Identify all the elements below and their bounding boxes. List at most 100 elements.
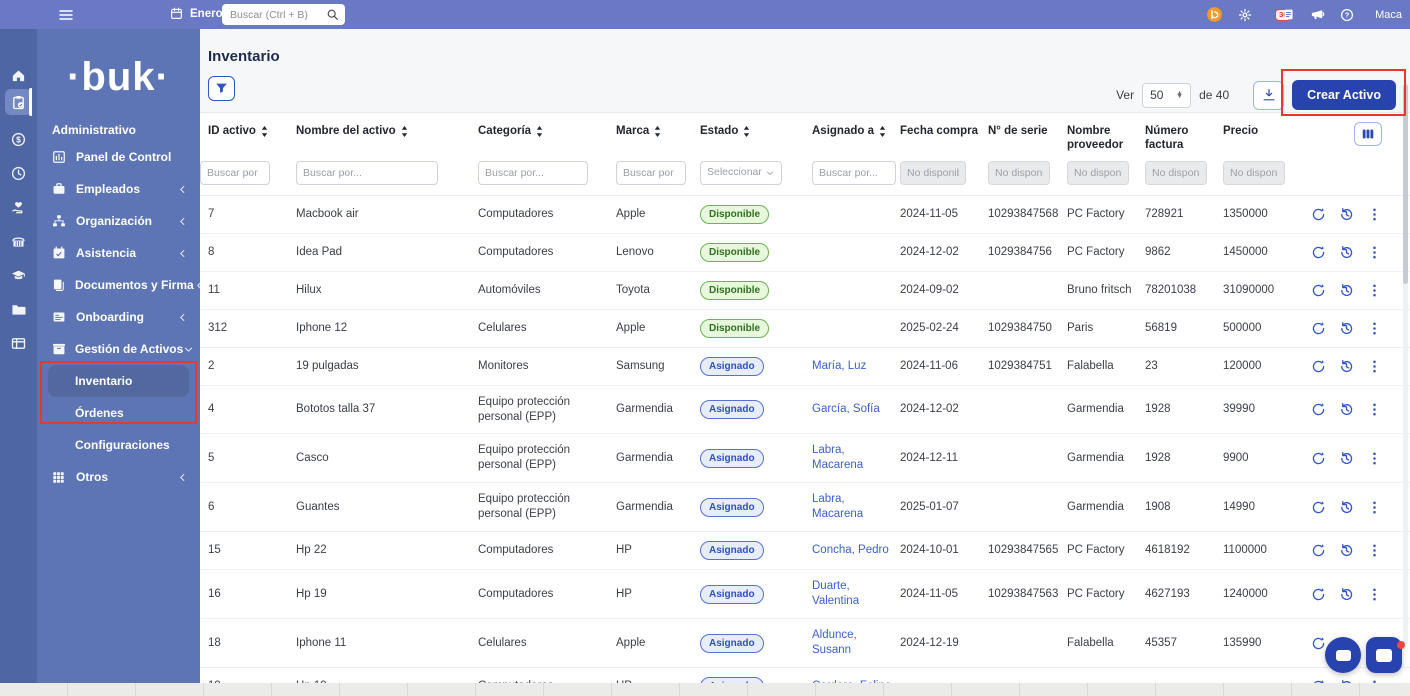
change-status-icon[interactable]	[1311, 587, 1326, 602]
change-status-icon[interactable]	[1311, 500, 1326, 515]
user-menu[interactable]: Maca	[1369, 9, 1402, 21]
history-icon[interactable]	[1339, 587, 1354, 602]
assignee-link[interactable]: Labra, Macarena	[812, 444, 864, 472]
change-status-icon[interactable]	[1311, 543, 1326, 558]
rail-item-money[interactable]: $	[5, 126, 32, 152]
change-status-icon[interactable]	[1311, 283, 1326, 298]
column-settings-button[interactable]	[1354, 122, 1382, 146]
rail-item-benefits[interactable]	[5, 194, 32, 220]
filter-input-2[interactable]	[478, 160, 588, 185]
sidebar-subitem-inventario[interactable]: Inventario	[48, 365, 189, 397]
row-menu-icon[interactable]	[1367, 207, 1382, 222]
row-menu-icon[interactable]	[1367, 500, 1382, 515]
cell-fecha-compra: 2025-01-07	[900, 482, 988, 532]
sidebar-item-onboarding[interactable]: Onboarding	[37, 301, 200, 333]
history-icon[interactable]	[1339, 321, 1354, 336]
row-menu-icon[interactable]	[1367, 283, 1382, 298]
history-icon[interactable]	[1339, 500, 1354, 515]
change-status-icon[interactable]	[1311, 207, 1326, 222]
row-menu-icon[interactable]	[1367, 451, 1382, 466]
sidebar-item-otros[interactable]: Otros	[37, 461, 200, 493]
cell-categoria: Computadores	[478, 531, 616, 570]
page-size-select[interactable]: 50 ▲ ▼	[1142, 82, 1192, 108]
row-menu-icon[interactable]	[1367, 359, 1382, 374]
rail-item-folder[interactable]	[5, 296, 32, 322]
change-status-icon[interactable]	[1311, 245, 1326, 260]
chat-minimized-button[interactable]	[1325, 637, 1361, 673]
assignee-link[interactable]: Concha, Pedro	[812, 544, 889, 557]
history-icon[interactable]	[1339, 679, 1354, 683]
rail-item-workspace[interactable]	[5, 330, 32, 356]
history-icon[interactable]	[1339, 245, 1354, 260]
change-status-icon[interactable]	[1311, 636, 1326, 651]
sidebar-item-organizaci-n[interactable]: Organización	[37, 205, 200, 237]
assignee-link[interactable]: Labra, Macarena	[812, 493, 864, 521]
buk-points-icon[interactable]	[1206, 6, 1223, 23]
change-status-icon[interactable]	[1311, 402, 1326, 417]
row-actions	[1301, 543, 1402, 558]
rail-item-home[interactable]	[5, 62, 32, 88]
chat-open-button[interactable]	[1366, 637, 1405, 673]
history-icon[interactable]	[1339, 543, 1354, 558]
sidebar-item-empleados[interactable]: Empleados	[37, 173, 200, 205]
row-menu-icon[interactable]	[1367, 245, 1382, 260]
assignee-link[interactable]: Duarte, Valentina	[812, 580, 860, 608]
rail-item-celebration[interactable]	[5, 228, 32, 254]
column-header-estado[interactable]: Estado	[700, 125, 804, 139]
sidebar-item-panel-de-control[interactable]: Panel de Control	[37, 141, 200, 173]
download-button[interactable]	[1253, 80, 1285, 110]
rail-item-education[interactable]	[5, 262, 32, 288]
column-header-id-activo[interactable]: ID activo	[208, 125, 288, 139]
hamburger-menu-icon[interactable]	[58, 7, 74, 23]
column-header-nombre-del-activo[interactable]: Nombre del activo	[296, 125, 470, 139]
sidebar-item-asistencia[interactable]: Asistencia	[37, 237, 200, 269]
rail-item-clipboard-check[interactable]	[5, 88, 32, 116]
assignee-link[interactable]: Aldunce, Susann	[812, 629, 857, 657]
column-header-asignado-a[interactable]: Asignado a	[812, 125, 892, 139]
column-header-marca[interactable]: Marca	[616, 125, 692, 139]
help-icon[interactable]: ?	[1340, 8, 1354, 22]
filter-input-3[interactable]	[616, 160, 686, 185]
row-menu-icon[interactable]	[1367, 679, 1382, 683]
change-status-icon[interactable]	[1311, 359, 1326, 374]
cell-categoria: Computadores	[478, 232, 616, 272]
cell-factura: 78201038	[1145, 270, 1223, 310]
sidebar-subitem--rdenes[interactable]: Órdenes	[75, 406, 124, 420]
download-icon	[1262, 88, 1276, 102]
change-status-icon[interactable]	[1311, 679, 1326, 683]
scrollbar-thumb[interactable]	[1403, 84, 1408, 284]
assignee-link[interactable]: Cordero, Felipe	[812, 680, 891, 683]
assignee-link[interactable]: García, Sofía	[812, 403, 880, 416]
history-icon[interactable]	[1339, 402, 1354, 417]
assignee-link[interactable]: María, Luz	[812, 359, 867, 372]
sidebar-item-gesti-n-de-activos[interactable]: Gestión de Activos	[37, 333, 200, 365]
sidebar-subitem-configuraciones[interactable]: Configuraciones	[75, 438, 170, 452]
filter-input-1[interactable]	[296, 160, 438, 185]
main-content: Inventario Ver 50 ▲ ▼ de 40 Crear Activo …	[200, 29, 1410, 683]
filter-input-5[interactable]	[812, 160, 896, 185]
filter-input-0[interactable]	[200, 160, 270, 185]
change-status-icon[interactable]	[1311, 321, 1326, 336]
status-badge: Asignado	[700, 584, 764, 604]
settings-gear-icon[interactable]	[1238, 8, 1252, 22]
create-asset-button[interactable]: Crear Activo	[1292, 80, 1396, 110]
history-icon[interactable]	[1339, 207, 1354, 222]
row-menu-icon[interactable]	[1367, 543, 1382, 558]
search-input[interactable]	[222, 8, 326, 21]
history-icon[interactable]	[1339, 283, 1354, 298]
row-menu-icon[interactable]	[1367, 587, 1382, 602]
sidebar-item-documentos-y-firma[interactable]: Documentos y Firma	[37, 269, 202, 301]
announcements-megaphone-icon[interactable]	[1310, 7, 1325, 22]
row-menu-icon[interactable]	[1367, 402, 1382, 417]
chevron-down-icon	[183, 344, 194, 355]
filter-select-estado[interactable]: Seleccionar	[700, 160, 782, 185]
filter-button[interactable]	[208, 76, 235, 101]
change-status-icon[interactable]	[1311, 451, 1326, 466]
history-icon[interactable]	[1339, 359, 1354, 374]
history-icon[interactable]	[1339, 451, 1354, 466]
row-menu-icon[interactable]	[1367, 321, 1382, 336]
columns-icon	[1361, 127, 1375, 141]
rail-item-clock[interactable]	[5, 160, 32, 186]
column-header-categor-a[interactable]: Categoría	[478, 125, 608, 139]
tasks-note-icon[interactable]	[1282, 8, 1295, 21]
